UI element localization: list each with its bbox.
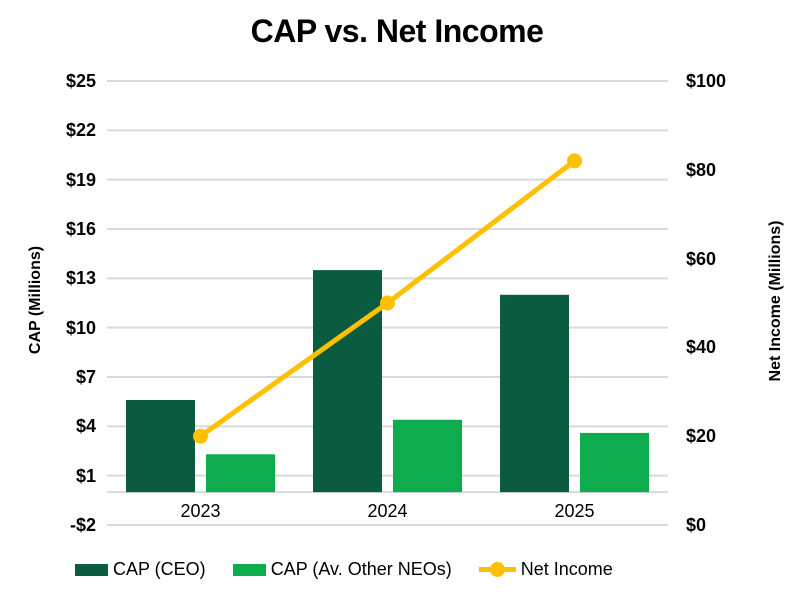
x-axis-label-2025: 2025 — [554, 501, 595, 521]
legend-label-cap-ceo: CAP (CEO) — [113, 559, 206, 579]
left-axis-tick: $25 — [65, 71, 96, 91]
legend-label-net-income: Net Income — [520, 559, 613, 579]
bar-cap-av-other-neos--2024 — [393, 419, 462, 493]
legend-label-cap-neos: CAP (Av. Other NEOs) — [270, 559, 452, 579]
legend-item-cap-ceo: CAP (CEO) — [75, 559, 206, 580]
legend-item-net-income: Net Income — [478, 559, 613, 580]
chart-title: CAP vs. Net Income — [250, 13, 544, 49]
x-axis-label-2023: 2023 — [180, 501, 221, 521]
x-axis-label-2024: 2024 — [367, 501, 408, 521]
right-axis-tick: $80 — [686, 159, 717, 180]
left-axis-tick: $10 — [65, 317, 96, 338]
right-axis-tick: $20 — [686, 426, 717, 447]
cap-neos-swatch-icon — [232, 563, 266, 576]
bar-cap-av-other-neos--2023 — [206, 454, 275, 493]
right-axis-tick: $0 — [686, 515, 707, 535]
bar-cap-ceo--2023 — [126, 400, 195, 493]
left-axis-tick: $22 — [65, 120, 96, 141]
right-axis-tick: $40 — [686, 337, 717, 358]
left-axis-tick: -$2 — [69, 515, 96, 535]
legend-item-cap-neos: CAP (Av. Other NEOs) — [232, 559, 452, 580]
left-axis-tick: $7 — [75, 367, 96, 387]
net-income-marker-2024 — [380, 295, 395, 311]
net-income-line-marker-icon — [478, 562, 516, 577]
left-axis-tick: $1 — [75, 465, 96, 486]
net-income-marker-2023 — [193, 428, 208, 444]
net-income-marker-2025 — [567, 153, 582, 169]
left-axis-tick: $16 — [65, 219, 96, 239]
bar-cap-av-other-neos--2025 — [580, 432, 649, 493]
left-axis-tick: $13 — [65, 268, 96, 289]
legend: CAP (CEO) CAP (Av. Other NEOs) Net Incom… — [75, 559, 613, 580]
bar-cap-ceo--2025 — [500, 294, 569, 493]
right-axis-tick: $60 — [686, 248, 717, 269]
left-axis-tick: $4 — [75, 416, 96, 437]
cap-ceo-swatch-icon — [75, 563, 108, 576]
left-axis-tick: $19 — [65, 169, 96, 190]
bar-cap-ceo--2024 — [313, 270, 382, 493]
right-axis-tick: $100 — [686, 71, 727, 91]
